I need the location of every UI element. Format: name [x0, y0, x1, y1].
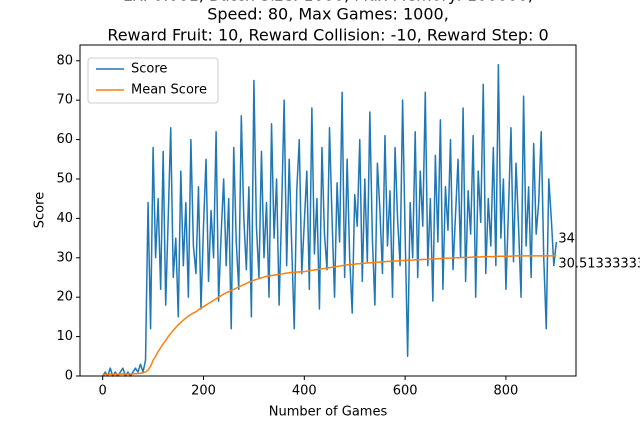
end-value-label: 30.513333333333332	[558, 256, 640, 271]
series-line	[102, 63, 558, 377]
y-tick-label: 20	[56, 290, 73, 305]
y-tick-label: 80	[56, 53, 73, 68]
y-tick-label: 10	[56, 329, 73, 344]
y-tick-label: 30	[56, 250, 73, 265]
end-value-label: 34	[558, 232, 575, 247]
legend-label: Mean Score	[131, 83, 207, 98]
chart-title: Reward Fruit: 10, Reward Collision: -10,…	[107, 26, 548, 45]
y-tick-label: 40	[56, 211, 73, 226]
chart-title: LR: 0.001, Batch Size: 1000, Max Memory:…	[123, 0, 533, 5]
y-tick-label: 70	[56, 93, 73, 108]
y-tick-label: 50	[56, 171, 73, 186]
x-tick-label: 600	[393, 384, 418, 399]
series-line	[102, 255, 557, 377]
chart-title: Speed: 80, Max Games: 1000,	[207, 5, 449, 24]
legend-label: Score	[131, 62, 167, 77]
y-axis-label: Score	[33, 192, 48, 228]
x-tick-label: 200	[191, 384, 216, 399]
x-axis-label: Number of Games	[269, 405, 388, 420]
axes-frame	[79, 44, 577, 377]
x-tick-label: 400	[292, 384, 317, 399]
y-tick-label: 0	[65, 369, 73, 384]
y-tick-label: 60	[56, 132, 73, 147]
x-tick-label: 800	[494, 384, 519, 399]
x-tick-label: 0	[99, 384, 107, 399]
